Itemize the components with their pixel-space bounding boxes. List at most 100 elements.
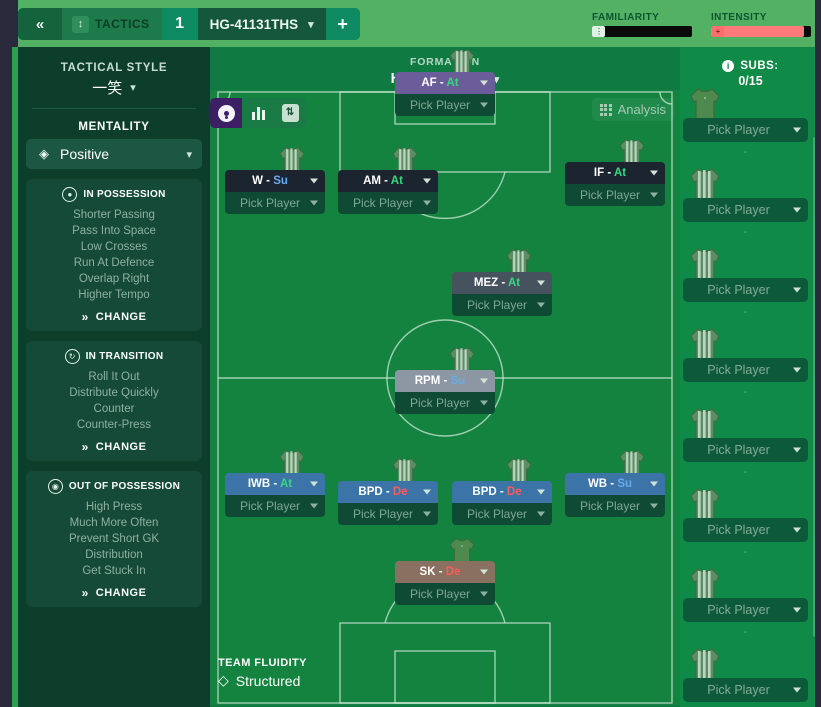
sub-position-dash: - bbox=[743, 146, 748, 158]
info-icon[interactable]: i bbox=[722, 60, 735, 72]
sub-player-selector[interactable]: Pick Player bbox=[683, 678, 808, 702]
position-card-w[interactable]: W - Su Pick Player bbox=[225, 146, 325, 214]
team-fluidity-label: TEAM FLUIDITY bbox=[218, 657, 307, 669]
instruction-item: Get Stuck In bbox=[82, 565, 146, 577]
role-code: SK bbox=[419, 566, 436, 578]
sub-position-dash: - bbox=[743, 546, 748, 558]
instruction-group-out-of-possession: ◉ OUT OF POSSESSION High Press Much More Of… bbox=[26, 471, 202, 607]
instruction-item: Much More Often bbox=[69, 517, 159, 529]
pick-player-label: Pick Player bbox=[707, 203, 770, 217]
collapse-sidebar-button[interactable]: « bbox=[18, 8, 62, 40]
kit-view-button[interactable]: ⇅ bbox=[274, 98, 306, 128]
sub-player-selector[interactable]: Pick Player bbox=[683, 198, 808, 222]
player-kit-icon bbox=[619, 138, 645, 167]
position-card-am[interactable]: AM - At Pick Player bbox=[338, 146, 438, 214]
pitch-panel: FORMATION HG-41131THS ▾ bbox=[210, 47, 680, 707]
change-label: CHANGE bbox=[95, 441, 147, 453]
player-kit-icon bbox=[392, 457, 418, 486]
change-instructions-button[interactable]: » CHANGE bbox=[32, 586, 196, 600]
role-selector-af[interactable]: AF - At bbox=[395, 72, 495, 94]
player-selector-iwb[interactable]: Pick Player bbox=[225, 495, 325, 517]
sub-player-selector[interactable]: Pick Player bbox=[683, 118, 808, 142]
team-fluidity-value: Structured bbox=[235, 672, 301, 689]
role-selector-mez[interactable]: MEZ - At bbox=[452, 272, 552, 294]
group-title: IN TRANSITION bbox=[85, 351, 164, 362]
position-card-rpm[interactable]: RPM - Su Pick Player bbox=[395, 346, 495, 414]
position-card-wb[interactable]: WB - Su Pick Player bbox=[565, 449, 665, 517]
role-selector-sk[interactable]: SK - De bbox=[395, 561, 495, 583]
role-code: AF bbox=[421, 77, 437, 89]
pick-player-label: Pick Player bbox=[707, 283, 770, 297]
role-selector-bpd-left[interactable]: BPD - De bbox=[338, 481, 438, 503]
tactical-style-selector[interactable]: 一笑 ▾ bbox=[26, 77, 202, 98]
player-selector-bpd-right[interactable]: Pick Player bbox=[452, 503, 552, 525]
player-selector-w[interactable]: Pick Player bbox=[225, 192, 325, 214]
player-kit-icon bbox=[689, 488, 720, 521]
role-text: IF - At bbox=[593, 167, 627, 179]
sub-player-selector[interactable]: Pick Player bbox=[683, 278, 808, 302]
tactic-number-badge[interactable]: 1 bbox=[161, 8, 198, 40]
role-code: AM bbox=[363, 175, 381, 187]
player-selector-if[interactable]: Pick Player bbox=[565, 184, 665, 206]
role-selector-if[interactable]: IF - At bbox=[565, 162, 665, 184]
analysis-button[interactable]: Analysis bbox=[591, 98, 674, 121]
player-view-button[interactable] bbox=[210, 98, 242, 128]
duty-code: De bbox=[392, 486, 408, 498]
player-selector-wb[interactable]: Pick Player bbox=[565, 495, 665, 517]
stats-view-button[interactable] bbox=[242, 98, 274, 128]
position-card-mez[interactable]: MEZ - At Pick Player bbox=[452, 248, 552, 316]
team-fluidity-value-row: ◇ Structured bbox=[218, 672, 307, 689]
position-card-af[interactable]: AF - At Pick Player bbox=[395, 48, 495, 116]
role-selector-wb[interactable]: WB - Su bbox=[565, 473, 665, 495]
sub-player-selector[interactable]: Pick Player bbox=[683, 598, 808, 622]
player-selector-af[interactable]: Pick Player bbox=[395, 94, 495, 116]
position-card-sk[interactable]: SK - De Pick Player bbox=[395, 537, 495, 605]
familiarity-bar: ⋮ bbox=[592, 26, 692, 37]
sub-player-selector[interactable]: Pick Player bbox=[683, 358, 808, 382]
subs-panel: i SUBS: 0/15 Pick Player - Pick Player - Pic… bbox=[680, 47, 821, 707]
position-card-bpd-left[interactable]: BPD - De Pick Player bbox=[338, 457, 438, 525]
position-card-if[interactable]: IF - At Pick Player bbox=[565, 138, 665, 206]
role-text: MEZ - At bbox=[473, 277, 521, 289]
mentality-selector[interactable]: ◈ Positive ▾ bbox=[26, 139, 202, 169]
position-card-bpd-right[interactable]: BPD - De Pick Player bbox=[452, 457, 552, 525]
change-instructions-button[interactable]: » CHANGE bbox=[32, 440, 196, 454]
player-selector-mez[interactable]: Pick Player bbox=[452, 294, 552, 316]
duty-code: At bbox=[613, 167, 627, 179]
subs-heading: i SUBS: bbox=[680, 60, 821, 72]
fluidity-diamond-icon: ◇ bbox=[218, 672, 229, 688]
role-selector-w[interactable]: W - Su bbox=[225, 170, 325, 192]
role-selector-bpd-right[interactable]: BPD - De bbox=[452, 481, 552, 503]
sub-player-selector[interactable]: Pick Player bbox=[683, 438, 808, 462]
player-kit-icon bbox=[449, 346, 475, 375]
tactics-nav-item[interactable]: ↕ TACTICS bbox=[62, 8, 162, 40]
role-code: WB bbox=[587, 478, 608, 490]
role-selector-rpm[interactable]: RPM - Su bbox=[395, 370, 495, 392]
player-selector-rpm[interactable]: Pick Player bbox=[395, 392, 495, 414]
sub-player-selector[interactable]: Pick Player bbox=[683, 518, 808, 542]
group-header: ● IN POSSESSION bbox=[32, 187, 196, 202]
instruction-item: Pass Into Space bbox=[72, 225, 156, 237]
chevron-down-icon bbox=[423, 489, 431, 495]
role-code: BPD bbox=[358, 486, 383, 498]
role-selector-iwb[interactable]: IWB - At bbox=[225, 473, 325, 495]
change-instructions-button[interactable]: » CHANGE bbox=[32, 310, 196, 324]
instruction-item: Run At Defence bbox=[73, 257, 155, 269]
role-code: IF bbox=[593, 167, 605, 179]
role-code: MEZ bbox=[473, 277, 499, 289]
pitch[interactable]: ⇅ Analysis AF - At Pick Player W - Su Pick … bbox=[210, 48, 680, 705]
player-selector-bpd-left[interactable]: Pick Player bbox=[338, 503, 438, 525]
add-tactic-button[interactable]: + bbox=[325, 8, 360, 40]
sub-position-dash: - bbox=[743, 466, 748, 478]
tactic-selector[interactable]: HG-41131THS ▾ bbox=[197, 8, 326, 40]
bar-chart-icon bbox=[251, 106, 265, 120]
player-selector-am[interactable]: Pick Player bbox=[338, 192, 438, 214]
chevron-down-icon bbox=[537, 302, 545, 308]
player-selector-sk[interactable]: Pick Player bbox=[395, 583, 495, 605]
role-selector-am[interactable]: AM - At bbox=[338, 170, 438, 192]
chevron-down-icon bbox=[793, 527, 801, 533]
pick-player-label: Pick Player bbox=[409, 587, 471, 601]
position-card-iwb[interactable]: IWB - At Pick Player bbox=[225, 449, 325, 517]
sub-kit-icon bbox=[685, 486, 725, 529]
